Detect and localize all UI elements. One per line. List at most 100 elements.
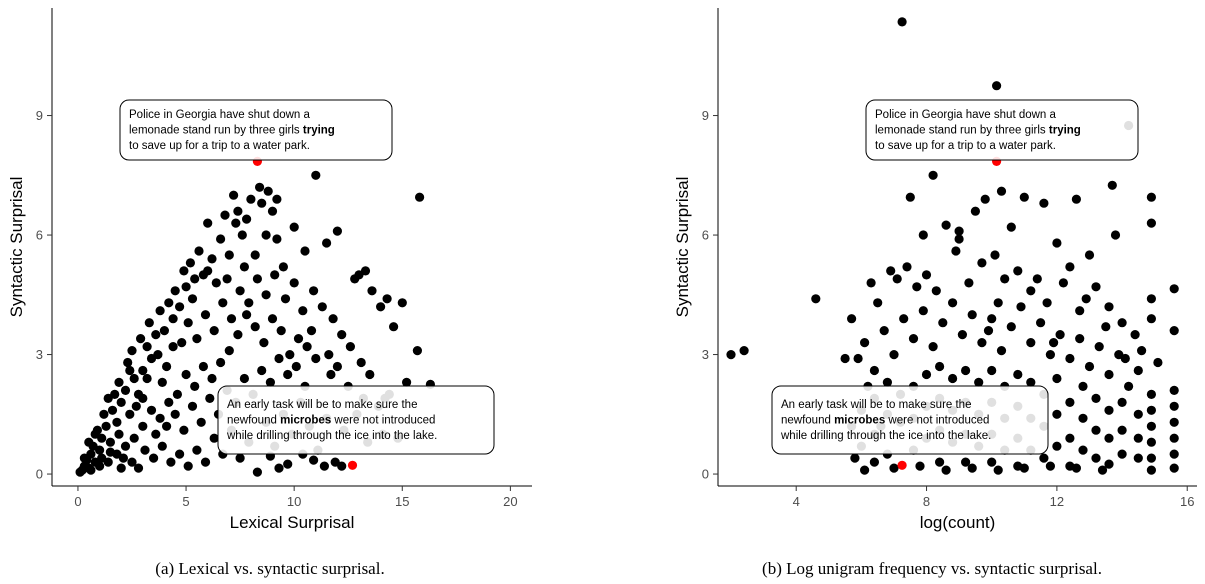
data-point — [951, 246, 961, 256]
data-point — [1124, 381, 1134, 391]
data-point — [983, 326, 994, 336]
data-point — [1078, 381, 1088, 391]
annotation-line: lemonade stand run by three girls trying — [875, 124, 1081, 136]
data-point — [1055, 330, 1065, 340]
annotation-line: Police in Georgia have shut down a — [875, 109, 1057, 121]
data-point — [192, 445, 202, 455]
data-point — [915, 461, 925, 471]
data-point — [935, 457, 945, 467]
data-point — [1052, 409, 1062, 419]
data-point — [1071, 463, 1081, 473]
annotation-line: while drilling through the ice into the … — [226, 430, 437, 442]
data-point — [993, 298, 1003, 308]
data-point — [190, 274, 200, 284]
data-point — [879, 326, 889, 336]
data-point — [242, 214, 252, 224]
data-point — [1052, 373, 1062, 384]
data-point — [120, 385, 131, 395]
data-point — [164, 397, 174, 407]
y-tick-label: 9 — [702, 108, 709, 123]
data-point — [912, 282, 922, 292]
data-point — [270, 270, 280, 280]
data-point — [200, 457, 211, 467]
data-point — [259, 338, 269, 348]
data-point — [992, 81, 1002, 91]
data-point — [1110, 230, 1121, 240]
data-point — [129, 433, 139, 443]
x-tick-label: 12 — [1050, 494, 1064, 509]
data-point — [1039, 453, 1049, 463]
data-point — [170, 286, 180, 296]
data-point — [105, 437, 115, 447]
data-point — [309, 455, 319, 465]
data-point — [192, 334, 202, 344]
data-point — [918, 306, 928, 316]
data-point — [1117, 449, 1127, 459]
data-point — [1146, 389, 1156, 399]
data-point — [356, 357, 366, 368]
data-point — [302, 342, 312, 352]
data-point — [1045, 461, 1055, 471]
data-point — [252, 274, 262, 284]
data-point — [207, 254, 217, 264]
data-point — [198, 361, 208, 372]
data-point — [1019, 463, 1029, 473]
data-point — [1133, 433, 1143, 443]
data-point — [164, 298, 174, 308]
data-point — [850, 453, 860, 463]
data-point — [860, 338, 870, 348]
data-point — [1039, 198, 1049, 208]
data-point — [1146, 314, 1156, 324]
data-point — [317, 302, 327, 312]
data-point — [151, 429, 161, 439]
data-point — [977, 258, 987, 268]
data-point — [168, 314, 178, 324]
data-point — [1120, 353, 1130, 364]
data-point — [216, 357, 226, 368]
data-point — [397, 298, 407, 308]
data-point — [367, 286, 377, 296]
data-point — [144, 318, 154, 328]
y-tick-label: 3 — [36, 347, 43, 362]
data-point — [233, 330, 243, 340]
data-point — [200, 310, 211, 320]
data-point — [902, 262, 912, 272]
data-point — [1146, 453, 1156, 463]
data-point — [261, 230, 271, 240]
data-point — [311, 353, 321, 364]
data-point — [1169, 463, 1179, 473]
data-point — [961, 457, 971, 467]
panel-b: 4 8 12 16 0 3 6 9 log(count) Syntactic Surprisal P… — [673, 8, 1197, 578]
annotation-box: An early task will be to make sure the ne… — [217, 385, 495, 455]
data-point — [265, 377, 275, 387]
data-point — [1052, 238, 1062, 248]
data-point — [172, 389, 182, 399]
annotation-frame — [865, 99, 1139, 161]
data-point — [146, 405, 157, 415]
data-point — [1006, 222, 1016, 232]
data-point — [97, 453, 107, 463]
data-point — [291, 361, 301, 372]
data-point — [1117, 397, 1127, 407]
data-point — [853, 353, 863, 364]
data-point — [79, 453, 89, 463]
data-point — [280, 294, 291, 304]
data-point — [1078, 413, 1088, 423]
data-point — [157, 377, 167, 387]
data-point — [1104, 433, 1114, 443]
data-point — [274, 463, 284, 473]
x-tick-label: 20 — [503, 494, 517, 509]
data-point — [1026, 286, 1036, 296]
data-point — [1133, 365, 1143, 376]
data-point — [276, 326, 286, 336]
data-point — [133, 463, 144, 473]
data-point — [1091, 453, 1101, 463]
data-point — [138, 365, 148, 376]
data-point — [415, 192, 425, 202]
data-point — [1146, 437, 1156, 447]
data-point — [332, 361, 342, 372]
annotation-text: newfound — [227, 414, 280, 426]
data-point — [964, 278, 974, 288]
data-point — [382, 294, 392, 304]
data-point — [125, 365, 135, 376]
